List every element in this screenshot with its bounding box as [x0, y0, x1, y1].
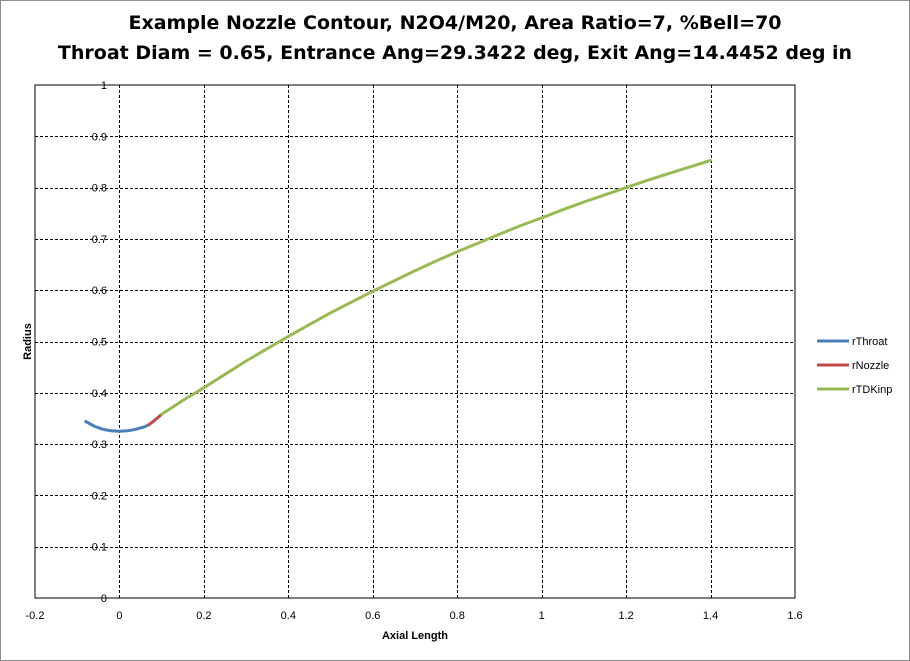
x-tick-label: 1.6	[787, 610, 802, 622]
y-tick-label: 0.6	[92, 285, 107, 297]
series-line-rTDKinp	[160, 158, 713, 416]
series-line-rNozzle	[147, 412, 164, 427]
x-tick-label: -0.2	[26, 610, 45, 622]
plot-area-border	[34, 84, 796, 599]
x-tick-label: 1	[539, 610, 545, 622]
chart-title-line-2: Throat Diam = 0.65, Entrance Ang=29.3422…	[57, 42, 853, 64]
series-line-rThroat	[84, 420, 151, 433]
legend-label-rThroat: rThroat	[852, 336, 887, 348]
chart-title-line-1: Example Nozzle Contour, N2O4/M20, Area R…	[128, 12, 782, 34]
legend-label-rTDKinp: rTDKinp	[852, 384, 892, 396]
tick-labels: -0.2 0 0.2 0.4 0.6 0.8 1 1.2 1.4 1.6 0 0.1 0.2 0.3 0.4…	[26, 80, 803, 622]
y-tick-label: 1	[101, 80, 107, 92]
x-tick-label: 0.6	[365, 610, 380, 622]
y-tick-label: 0.2	[92, 490, 107, 502]
y-tick-label: 0.3	[92, 439, 107, 451]
legend-label-rNozzle: rNozzle	[852, 360, 889, 372]
y-axis-label: Radius	[22, 323, 34, 360]
y-tick-label: 0.5	[92, 337, 107, 349]
y-tick-label: 0.1	[92, 542, 107, 554]
y-tick-label: 0.8	[92, 183, 107, 195]
y-tick-label: 0.9	[92, 131, 107, 143]
x-tick-label: 0	[116, 610, 122, 622]
y-tick-label: 0.4	[92, 388, 107, 400]
x-axis-label: Axial Length	[382, 630, 448, 642]
x-tick-label: 1.2	[618, 610, 633, 622]
x-tick-label: 0.8	[450, 610, 465, 622]
x-tick-label: 1.4	[703, 610, 718, 622]
legend: rThroat rNozzle rTDKinp	[817, 336, 892, 396]
x-tick-label: 0.2	[196, 610, 211, 622]
y-tick-label: 0.7	[92, 234, 107, 246]
x-tick-label: 0.4	[281, 610, 296, 622]
y-tick-label: 0	[101, 593, 107, 605]
grid-layer	[35, 85, 795, 598]
series-layer	[84, 158, 713, 433]
